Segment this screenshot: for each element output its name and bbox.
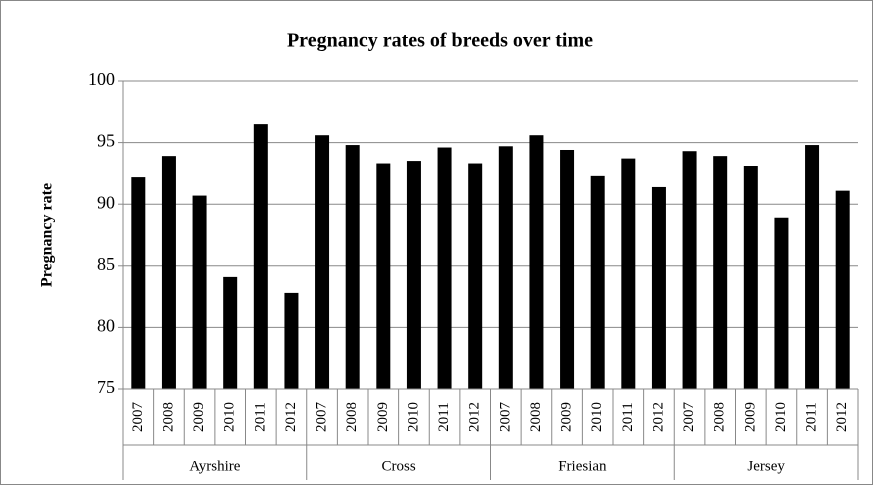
bar (284, 292, 299, 389)
x-tick-label: 2011 (436, 402, 452, 431)
y-tick-label: 90 (97, 192, 115, 212)
y-tick-label: 80 (97, 316, 115, 336)
x-tick-label: 2008 (528, 402, 544, 432)
group-label: Jersey (747, 458, 785, 474)
bar (651, 186, 666, 389)
bar (161, 156, 176, 389)
x-tick-label: 2011 (252, 402, 268, 431)
bar (192, 195, 207, 389)
chart-title: Pregnancy rates of breeds over time (287, 30, 593, 52)
bar (682, 151, 697, 389)
x-tick-label: 2011 (620, 402, 636, 431)
bar (253, 124, 268, 390)
x-tick-label: 2012 (834, 402, 850, 432)
bar (468, 163, 483, 389)
x-tick-label: 2010 (773, 402, 789, 432)
x-tick-label: 2011 (804, 402, 820, 431)
x-tick-label: 2009 (375, 402, 391, 432)
bar (345, 145, 360, 389)
x-tick-label: 2012 (467, 402, 483, 432)
bar (223, 276, 238, 389)
bar (805, 145, 820, 389)
group-label: Ayrshire (189, 458, 240, 474)
x-tick-label: 2010 (405, 402, 421, 432)
bar (743, 166, 758, 389)
bar (406, 161, 421, 389)
x-tick-label: 2007 (681, 402, 697, 433)
bar (774, 217, 789, 389)
x-tick-label: 2009 (742, 402, 758, 432)
y-tick-label: 95 (97, 131, 115, 151)
x-tick-label: 2008 (712, 402, 728, 432)
y-tick-label: 75 (97, 377, 115, 397)
x-tick-label: 2007 (130, 402, 146, 433)
bar (713, 156, 728, 389)
x-tick-label: 2012 (650, 402, 666, 432)
bar (131, 177, 146, 389)
x-tick-label: 2009 (191, 402, 207, 432)
bar (560, 149, 575, 389)
x-tick-label: 2007 (314, 402, 330, 433)
bar (835, 190, 850, 389)
bar (590, 175, 605, 389)
bar (437, 147, 452, 389)
y-axis-label: Pregnancy rate (39, 183, 56, 287)
x-tick-label: 2008 (160, 402, 176, 432)
bar (498, 146, 513, 389)
x-tick-label: 2008 (344, 402, 360, 432)
y-tick-label: 85 (97, 254, 115, 274)
y-tick-label: 100 (88, 69, 115, 89)
group-label: Friesian (558, 458, 607, 474)
x-tick-label: 2010 (222, 402, 238, 432)
bar (621, 158, 636, 389)
x-tick-label: 2009 (559, 402, 575, 432)
x-tick-label: 2012 (283, 402, 299, 432)
bar (376, 163, 391, 389)
bar (529, 135, 544, 389)
group-label: Cross (382, 458, 416, 474)
x-tick-label: 2007 (497, 402, 513, 433)
x-tick-label: 2010 (589, 402, 605, 432)
bar (315, 135, 330, 389)
